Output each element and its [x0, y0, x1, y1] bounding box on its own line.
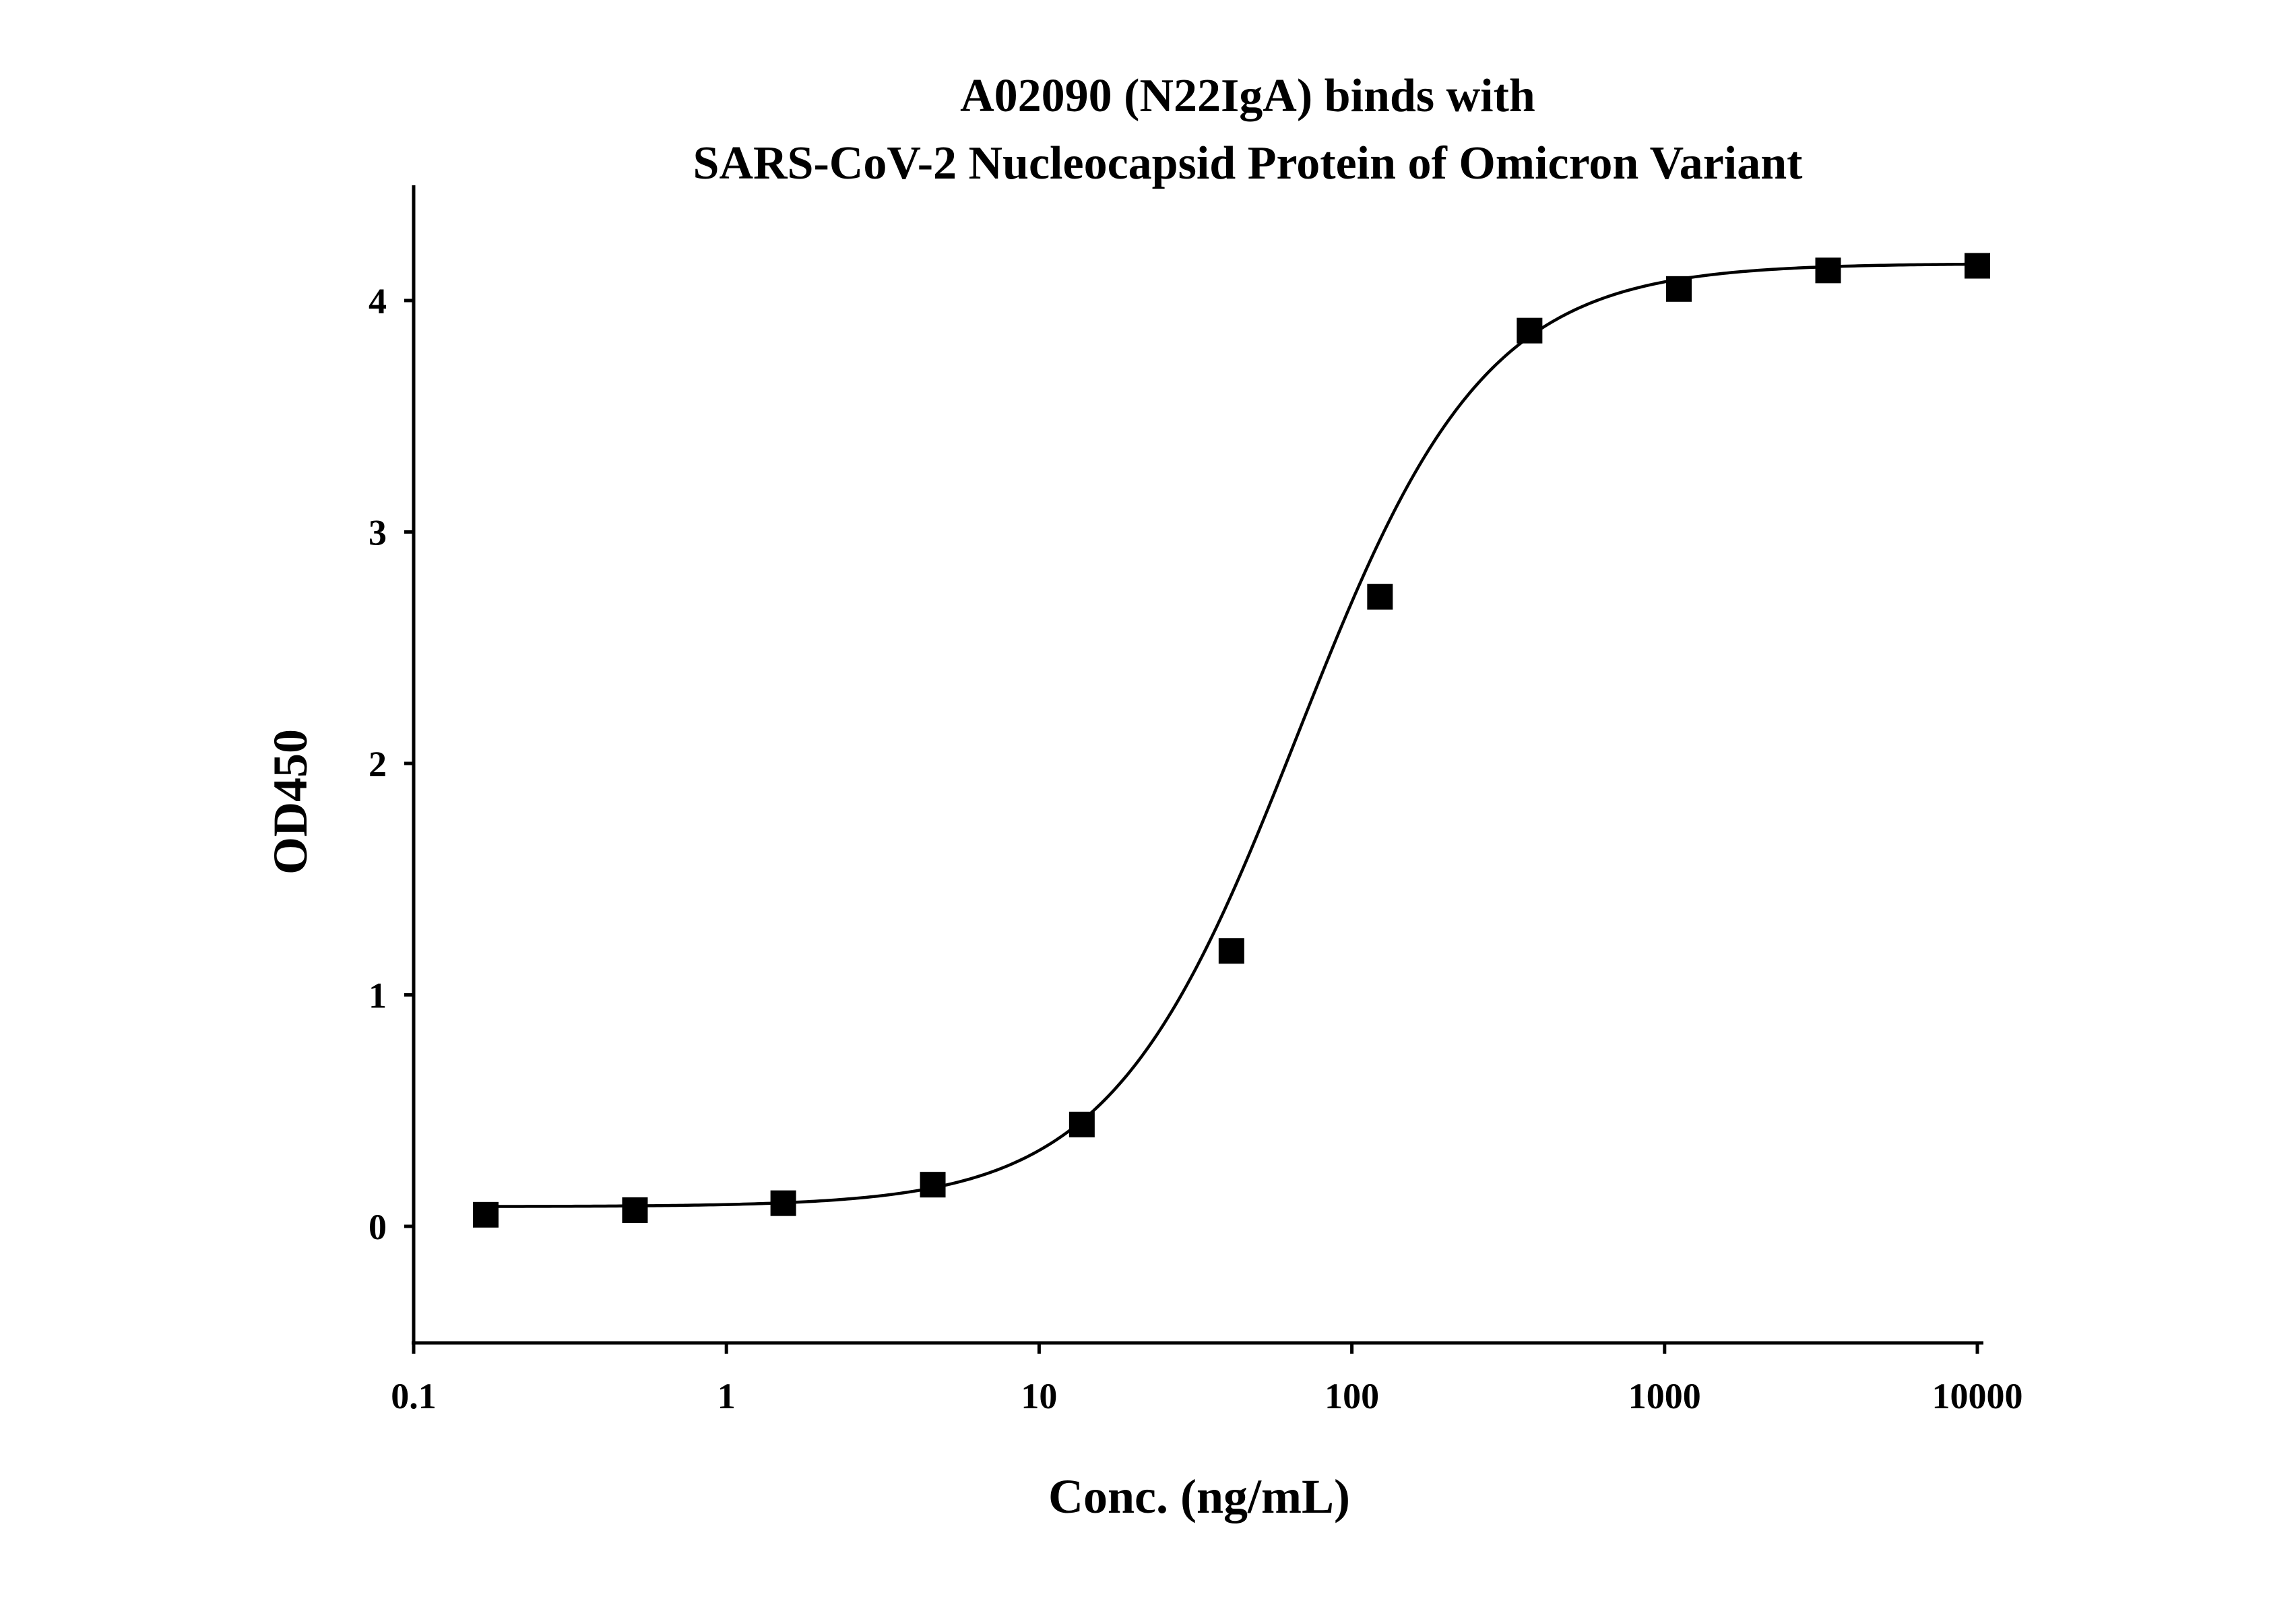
data-point-marker: [622, 1197, 648, 1223]
data-point-marker: [1218, 938, 1244, 964]
x-tick-label: 100: [1325, 1376, 1379, 1416]
data-point-marker: [1815, 257, 1841, 284]
data-point-marker: [1367, 584, 1393, 610]
y-tick-label: 0: [369, 1207, 387, 1247]
x-tick-label: 10000: [1932, 1376, 2023, 1416]
data-point-marker: [1666, 276, 1692, 302]
y-tick-label: 4: [369, 281, 387, 321]
data-points: [472, 253, 1990, 1228]
y-tick-label: 2: [369, 744, 387, 784]
data-point-marker: [770, 1190, 796, 1216]
chart-title-line-2: SARS-CoV-2 Nucleocapsid Protein of Omicr…: [693, 137, 1803, 189]
data-point-marker: [1517, 317, 1543, 344]
data-point-marker: [472, 1201, 499, 1228]
y-tick-label: 1: [369, 976, 387, 1016]
y-axis-ticks: 0 1 2 3 4: [369, 281, 414, 1247]
data-point-marker: [1069, 1111, 1095, 1137]
x-tick-label: 10: [1021, 1376, 1057, 1416]
y-tick-label: 3: [369, 513, 387, 553]
x-axis-ticks: 0.1 1 10 100 1000 10000: [391, 1343, 2023, 1416]
plot-area: 0 1 2 3 4 0.1 1 10 100 1000 10000: [369, 185, 2023, 1416]
x-axis-label: Conc. (ng/mL): [1048, 1470, 1350, 1523]
x-tick-label: 1000: [1628, 1376, 1701, 1416]
x-tick-label: 0.1: [391, 1376, 437, 1416]
chart-title-line-1: A02090 (N22IgA) binds with: [960, 70, 1535, 122]
fit-curve: [485, 262, 1978, 1208]
x-tick-label: 1: [718, 1376, 736, 1416]
y-axis-label: OD450: [263, 729, 317, 875]
data-point-marker: [920, 1172, 946, 1198]
data-point-marker: [1965, 253, 1990, 279]
